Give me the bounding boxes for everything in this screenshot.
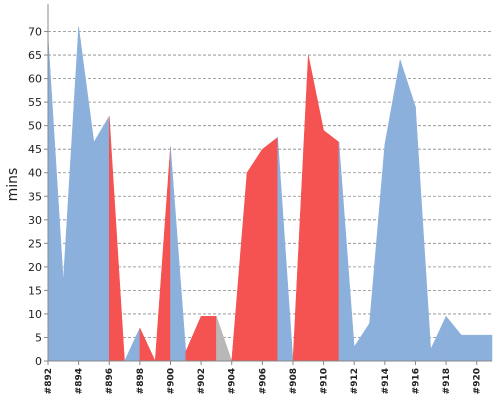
area-segment-896 — [93, 115, 110, 362]
area-segment-915 — [384, 59, 401, 362]
area-segment-903 — [200, 316, 217, 362]
x-tick-label-906: #906 — [258, 368, 268, 394]
y-tick-label-5: 5 — [35, 331, 42, 344]
x-tick-label-892: #892 — [44, 368, 54, 394]
area-segment-907 — [262, 136, 278, 362]
area-segment-920 — [461, 334, 477, 362]
y-tick-label-50: 50 — [28, 120, 42, 133]
area-segment-916 — [399, 59, 416, 362]
y-axis-label: mins — [5, 168, 21, 202]
x-tick-label-902: #902 — [197, 368, 207, 394]
y-tick-label-0: 0 — [35, 355, 42, 368]
area-segment-894 — [63, 26, 79, 362]
area-segment-919 — [445, 315, 462, 362]
area-segment-909 — [292, 55, 309, 362]
area-segment-918 — [430, 316, 447, 362]
y-tick-label-55: 55 — [28, 96, 42, 109]
area-segment-910 — [308, 55, 324, 362]
area-segment-917 — [415, 106, 432, 362]
x-tick-label-896: #896 — [105, 368, 115, 394]
x-tick-label-916: #916 — [411, 368, 421, 394]
x-tick-label-894: #894 — [75, 368, 85, 394]
area-segment-904 — [216, 316, 233, 362]
y-tick-label-45: 45 — [28, 143, 42, 156]
area-segment-914 — [369, 144, 386, 362]
x-tick-label-898: #898 — [136, 368, 146, 394]
y-tick-label-15: 15 — [28, 284, 42, 297]
axes — [47, 4, 492, 362]
y-tick-labels: 0 5 10 15 20 25 30 35 40 45 50 55 60 65 70 — [28, 26, 48, 368]
x-tick-label-914: #914 — [381, 368, 391, 394]
area-segment-913 — [353, 322, 370, 362]
area-segment-908 — [277, 137, 294, 362]
area-segment-895 — [78, 26, 95, 362]
x-tick-label-920: #920 — [473, 368, 483, 394]
x-tick-label-918: #918 — [442, 368, 452, 394]
y-tick-label-40: 40 — [28, 167, 42, 180]
y-tick-label-30: 30 — [28, 214, 42, 227]
area-segment-911 — [323, 129, 340, 362]
y-tick-label-65: 65 — [28, 49, 42, 62]
area-segment-901 — [170, 146, 187, 362]
area-segment-898 — [124, 327, 141, 362]
area-segment-921 — [476, 334, 493, 362]
area-segment-902 — [185, 316, 202, 362]
y-tick-label-35: 35 — [28, 190, 42, 203]
x-tick-label-908: #908 — [289, 368, 299, 394]
area-segment-900 — [154, 146, 171, 362]
x-tick-label-904: #904 — [228, 368, 238, 394]
y-tick-label-10: 10 — [28, 308, 42, 321]
area-segment-893 — [47, 36, 64, 362]
y-tick-label-25: 25 — [28, 237, 42, 250]
x-tick-label-912: #912 — [350, 368, 360, 394]
area-segment-906 — [246, 148, 263, 362]
area-segment-897 — [108, 116, 125, 362]
x-tick-label-900: #900 — [166, 368, 176, 394]
x-tick-label-910: #910 — [320, 368, 330, 394]
area-segments — [47, 26, 493, 362]
y-tick-label-20: 20 — [28, 261, 42, 274]
x-tick-labels: #892 #894 #896 #898 #900 #902 #904 #906 #908 #910… — [44, 361, 483, 394]
y-tick-label-70: 70 — [28, 26, 42, 39]
y-tick-label-60: 60 — [28, 73, 42, 86]
area-segment-912 — [338, 142, 355, 362]
area-segment-899 — [139, 327, 156, 362]
